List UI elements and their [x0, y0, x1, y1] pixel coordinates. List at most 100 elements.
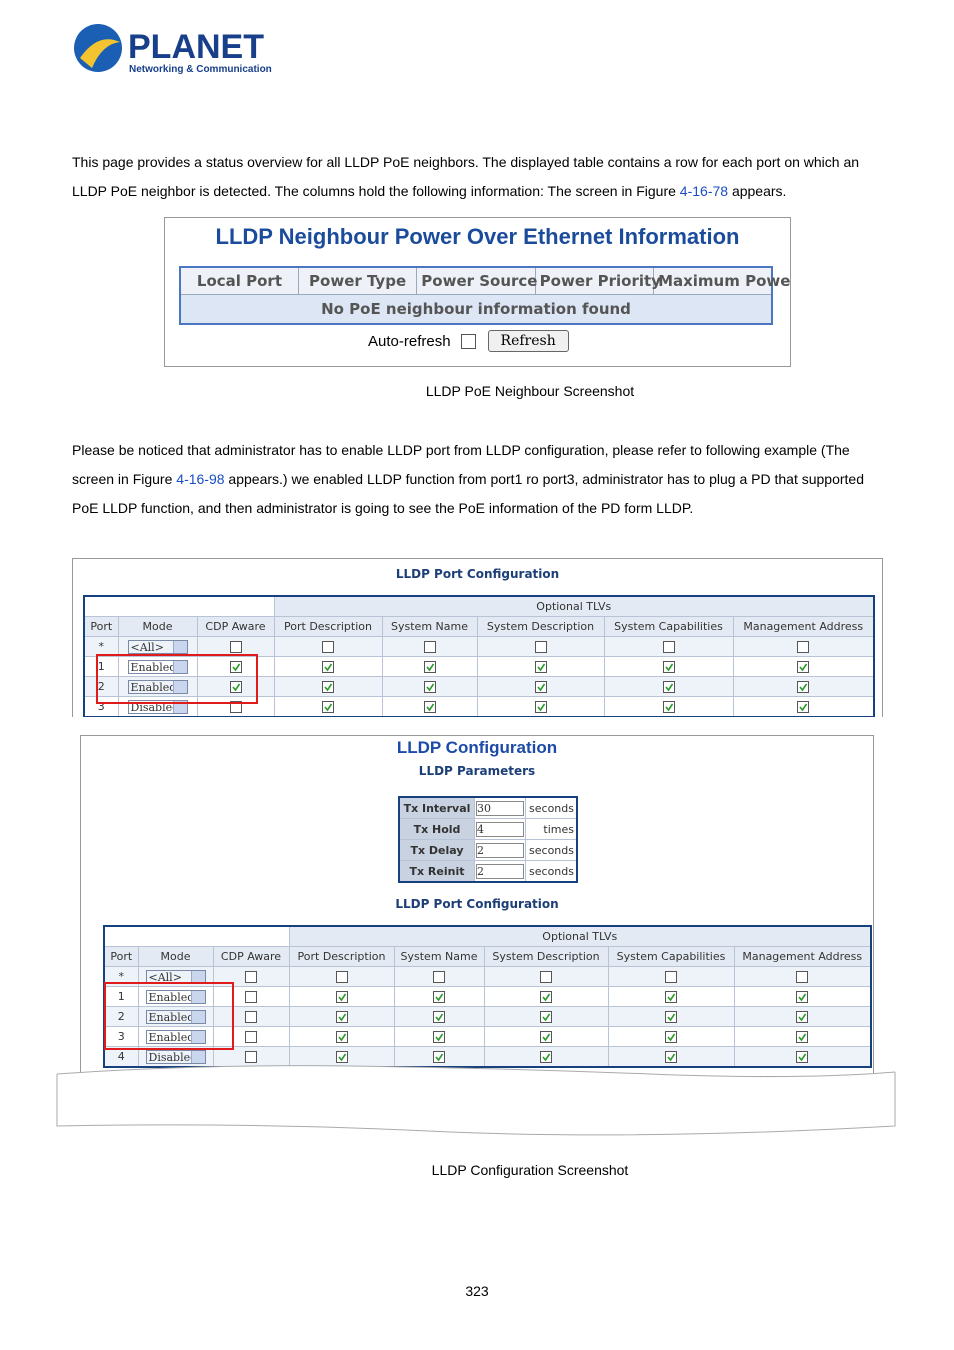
paragraph: Please be noticed that administrator has…: [72, 436, 887, 523]
checkbox[interactable]: [423, 701, 436, 713]
port: *: [83, 636, 119, 657]
param-input[interactable]: 2: [476, 863, 524, 879]
checkbox[interactable]: [322, 681, 334, 693]
checkbox[interactable]: [245, 971, 257, 983]
auto-refresh-checkbox[interactable]: [460, 333, 476, 349]
checkbox[interactable]: [665, 1011, 677, 1023]
mode-select[interactable]: Enabled: [145, 1029, 206, 1044]
checkbox[interactable]: [534, 661, 547, 673]
checkbox[interactable]: [796, 991, 809, 1003]
checkbox[interactable]: [335, 1051, 348, 1063]
highlight: [96, 654, 258, 704]
check-cell: [393, 966, 485, 987]
checkbox[interactable]: [245, 1031, 257, 1043]
checkbox[interactable]: [540, 991, 552, 1003]
header-row: Port Mode CDP Aware Port Description System …: [83, 616, 875, 637]
checkbox[interactable]: [229, 641, 242, 653]
checkbox[interactable]: [665, 1051, 677, 1063]
mode-select[interactable]: Enabled: [127, 679, 188, 694]
checkbox[interactable]: [245, 1011, 257, 1023]
figure-link[interactable]: 4-16-78: [679, 183, 729, 199]
checkbox[interactable]: [423, 661, 436, 673]
mode-cell: Enabled: [117, 676, 198, 697]
check-cell: [381, 656, 478, 677]
checkbox[interactable]: [540, 1051, 552, 1063]
text: This page provides a status overview for…: [72, 154, 860, 199]
check-cell: [288, 1006, 395, 1027]
mode-select[interactable]: <All>: [127, 639, 188, 654]
checkbox[interactable]: [245, 1051, 257, 1063]
check-cell: [476, 696, 605, 717]
checkbox[interactable]: [335, 991, 348, 1003]
checkbox[interactable]: [662, 681, 675, 693]
refresh-bar: Auto-refresh Refresh: [368, 330, 569, 352]
param-input[interactable]: 4: [476, 821, 524, 837]
checkbox[interactable]: [335, 1031, 348, 1043]
param-input[interactable]: 2: [476, 842, 524, 858]
checkbox[interactable]: [423, 641, 436, 653]
checkbox[interactable]: [796, 1051, 809, 1063]
check-cell: [603, 656, 734, 677]
check-cell: [381, 676, 478, 697]
highlight: [104, 982, 234, 1050]
param-row: Tx Reinit 2 seconds: [398, 860, 578, 883]
checkbox[interactable]: [322, 661, 334, 673]
checkbox[interactable]: [534, 681, 547, 693]
checkbox[interactable]: [662, 641, 675, 653]
checkbox[interactable]: [797, 681, 810, 693]
check-cell: [273, 676, 383, 697]
checkbox[interactable]: [665, 991, 677, 1003]
checkbox[interactable]: [662, 661, 675, 673]
checkbox[interactable]: [433, 1031, 445, 1043]
mode-select[interactable]: Enabled: [145, 989, 206, 1004]
mode-select[interactable]: Enabled: [145, 1009, 206, 1024]
checkbox[interactable]: [229, 681, 242, 693]
checkbox[interactable]: [662, 701, 675, 713]
checkbox[interactable]: [665, 971, 677, 983]
checkbox[interactable]: [540, 1031, 552, 1043]
text: Please be noticed that administrator has…: [72, 442, 850, 487]
checkbox[interactable]: [433, 991, 445, 1003]
check-cell: [476, 676, 605, 697]
checkbox[interactable]: [540, 971, 552, 983]
checkbox[interactable]: [797, 701, 810, 713]
checkbox[interactable]: [322, 701, 334, 713]
refresh-button[interactable]: Refresh: [487, 330, 569, 352]
checkbox[interactable]: [245, 991, 257, 1003]
checkbox[interactable]: [433, 971, 445, 983]
page-number: 323: [465, 1283, 489, 1299]
checkbox[interactable]: [796, 971, 809, 983]
check-cell: [607, 966, 735, 987]
checkbox[interactable]: [797, 641, 810, 653]
figure-link[interactable]: 4-16-98: [176, 471, 225, 487]
mode-cell: Disabled: [137, 1046, 214, 1068]
checkbox[interactable]: [433, 1011, 445, 1023]
column-header: CDP Aware: [212, 946, 290, 967]
checkbox[interactable]: [229, 661, 242, 673]
mode-select[interactable]: Enabled: [127, 659, 188, 674]
param-unit: seconds: [525, 860, 578, 883]
checkbox[interactable]: [796, 1011, 809, 1023]
checkbox[interactable]: [540, 1011, 552, 1023]
row: * <All>: [83, 636, 875, 657]
group-row: Optional TLVs: [103, 925, 872, 947]
checkbox[interactable]: [433, 1051, 445, 1063]
checkbox[interactable]: [335, 971, 348, 983]
check-cell: [476, 656, 605, 677]
check-cell: [607, 1046, 735, 1068]
checkbox[interactable]: [665, 1031, 677, 1043]
checkbox[interactable]: [335, 1011, 348, 1023]
param-label: Tx Interval: [398, 796, 475, 819]
checkbox[interactable]: [797, 661, 810, 673]
checkbox[interactable]: [423, 681, 436, 693]
checkbox[interactable]: [229, 701, 242, 713]
param-unit: seconds: [525, 796, 578, 819]
checkbox[interactable]: [796, 1031, 809, 1043]
param-input[interactable]: 30: [476, 800, 524, 816]
checkbox[interactable]: [534, 641, 547, 653]
mode-select[interactable]: Disabled: [145, 1049, 206, 1064]
checkbox[interactable]: [534, 701, 547, 713]
text: appears.) we enabled LLDP function from …: [72, 471, 864, 516]
check-cell: [607, 1026, 735, 1047]
checkbox[interactable]: [322, 641, 334, 653]
